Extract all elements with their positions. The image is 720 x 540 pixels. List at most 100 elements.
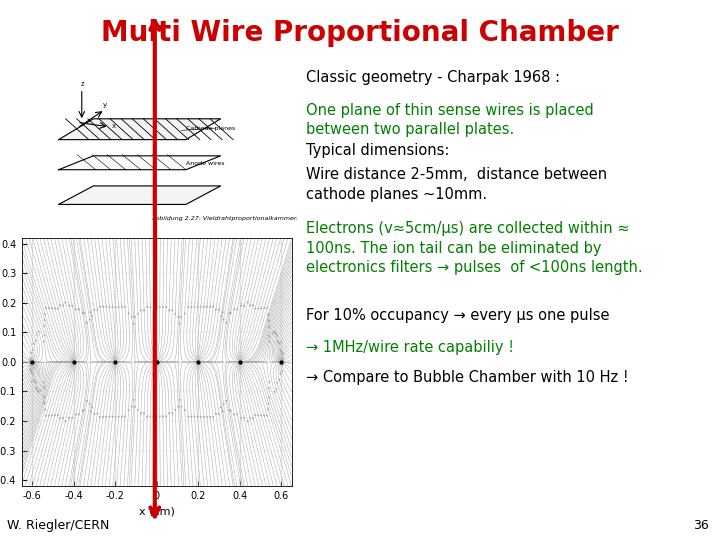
FancyArrowPatch shape [181, 316, 182, 318]
FancyArrowPatch shape [99, 306, 101, 307]
FancyArrowPatch shape [63, 417, 64, 419]
Text: 36: 36 [693, 519, 709, 532]
FancyArrowPatch shape [236, 414, 238, 415]
Text: y: y [103, 102, 107, 108]
FancyArrowPatch shape [75, 414, 77, 415]
FancyArrowPatch shape [89, 319, 91, 320]
FancyArrowPatch shape [222, 403, 225, 405]
FancyArrowPatch shape [45, 415, 47, 417]
FancyArrowPatch shape [184, 313, 186, 314]
FancyArrowPatch shape [277, 341, 279, 343]
FancyArrowPatch shape [268, 325, 269, 327]
FancyArrowPatch shape [181, 406, 182, 408]
Polygon shape [58, 186, 220, 205]
FancyArrowPatch shape [58, 414, 59, 416]
FancyArrowPatch shape [54, 307, 56, 309]
FancyArrowPatch shape [264, 415, 265, 416]
FancyArrowPatch shape [35, 382, 37, 384]
FancyArrowPatch shape [51, 415, 53, 416]
FancyArrowPatch shape [266, 415, 268, 417]
FancyArrowPatch shape [279, 373, 281, 375]
FancyArrowPatch shape [268, 320, 270, 322]
FancyArrowPatch shape [143, 413, 145, 414]
FancyArrowPatch shape [35, 387, 37, 389]
FancyArrowPatch shape [268, 334, 269, 336]
FancyArrowPatch shape [153, 306, 154, 308]
FancyArrowPatch shape [257, 307, 259, 309]
FancyArrowPatch shape [30, 370, 32, 372]
FancyArrowPatch shape [94, 309, 95, 310]
FancyArrowPatch shape [153, 416, 154, 417]
FancyArrowPatch shape [220, 407, 222, 408]
FancyArrowPatch shape [282, 362, 283, 364]
FancyArrowPatch shape [68, 305, 70, 307]
X-axis label: x (cm): x (cm) [139, 507, 174, 516]
FancyArrowPatch shape [210, 416, 211, 418]
FancyArrowPatch shape [30, 360, 32, 361]
FancyArrowPatch shape [32, 349, 34, 350]
FancyArrowPatch shape [228, 312, 230, 314]
FancyArrowPatch shape [165, 306, 167, 308]
FancyArrowPatch shape [84, 409, 85, 411]
Text: → Compare to Bubble Chamber with 10 Hz !: → Compare to Bubble Chamber with 10 Hz ! [306, 370, 629, 385]
FancyArrowPatch shape [146, 416, 148, 417]
FancyArrowPatch shape [268, 403, 269, 404]
FancyArrowPatch shape [212, 306, 214, 307]
FancyArrowPatch shape [230, 312, 231, 313]
FancyArrowPatch shape [140, 413, 142, 414]
FancyArrowPatch shape [109, 306, 110, 307]
FancyArrowPatch shape [236, 308, 238, 310]
FancyArrowPatch shape [159, 416, 161, 417]
FancyArrowPatch shape [276, 388, 277, 390]
FancyArrowPatch shape [34, 381, 36, 382]
FancyArrowPatch shape [30, 369, 32, 370]
FancyArrowPatch shape [247, 301, 248, 303]
FancyArrowPatch shape [264, 307, 265, 309]
FancyArrowPatch shape [63, 305, 64, 306]
FancyArrowPatch shape [150, 416, 151, 417]
FancyArrowPatch shape [65, 301, 66, 303]
FancyArrowPatch shape [33, 342, 35, 345]
Text: For 10% occupancy → every μs one pulse: For 10% occupancy → every μs one pulse [306, 308, 610, 323]
FancyArrowPatch shape [252, 305, 253, 306]
FancyArrowPatch shape [106, 416, 107, 418]
Text: Cathode planes: Cathode planes [186, 126, 235, 131]
FancyArrowPatch shape [91, 315, 93, 317]
FancyArrowPatch shape [131, 406, 132, 408]
FancyArrowPatch shape [48, 415, 50, 416]
FancyArrowPatch shape [215, 309, 217, 310]
FancyArrowPatch shape [174, 409, 176, 411]
FancyArrowPatch shape [257, 415, 259, 416]
FancyArrowPatch shape [279, 379, 280, 381]
FancyArrowPatch shape [171, 413, 173, 414]
Text: → 1MHz/wire rate capabiliy !: → 1MHz/wire rate capabiliy ! [306, 340, 514, 355]
FancyArrowPatch shape [137, 409, 139, 411]
FancyArrowPatch shape [99, 416, 101, 418]
FancyArrowPatch shape [102, 416, 104, 418]
FancyArrowPatch shape [109, 416, 110, 418]
FancyArrowPatch shape [197, 306, 199, 307]
FancyArrowPatch shape [121, 306, 122, 308]
FancyArrowPatch shape [60, 417, 61, 419]
FancyArrowPatch shape [274, 332, 276, 334]
FancyArrowPatch shape [218, 309, 220, 310]
FancyArrowPatch shape [240, 417, 242, 419]
FancyArrowPatch shape [86, 400, 88, 402]
FancyArrowPatch shape [32, 373, 34, 375]
FancyArrowPatch shape [276, 382, 278, 384]
FancyArrowPatch shape [215, 413, 217, 415]
FancyArrowPatch shape [197, 416, 199, 418]
FancyArrowPatch shape [260, 415, 262, 416]
FancyArrowPatch shape [282, 361, 284, 363]
FancyArrowPatch shape [125, 306, 126, 308]
FancyArrowPatch shape [282, 362, 284, 363]
FancyArrowPatch shape [174, 313, 176, 314]
FancyArrowPatch shape [29, 360, 31, 362]
FancyArrowPatch shape [269, 336, 270, 338]
FancyArrowPatch shape [177, 406, 179, 408]
FancyArrowPatch shape [114, 306, 117, 307]
FancyArrowPatch shape [44, 387, 45, 389]
FancyArrowPatch shape [156, 306, 158, 308]
FancyArrowPatch shape [282, 357, 283, 359]
FancyArrowPatch shape [60, 305, 61, 306]
